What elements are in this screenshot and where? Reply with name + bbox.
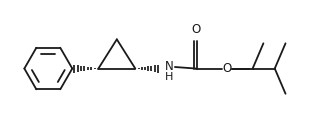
Text: O: O: [191, 23, 201, 36]
Text: H: H: [165, 72, 173, 82]
Text: N: N: [165, 60, 174, 73]
Text: O: O: [222, 62, 231, 75]
